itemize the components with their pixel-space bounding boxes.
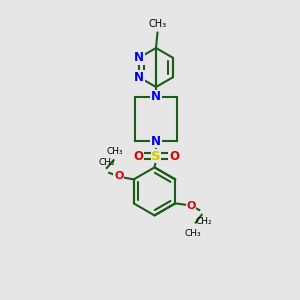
Text: CH₃: CH₃ [148, 20, 166, 29]
Text: S: S [151, 149, 161, 163]
Text: N: N [134, 51, 144, 64]
Text: CH₂: CH₂ [98, 158, 115, 167]
Text: N: N [134, 71, 144, 84]
Text: N: N [151, 90, 161, 103]
Text: O: O [186, 201, 196, 211]
Text: CH₃: CH₃ [107, 147, 123, 156]
Text: O: O [114, 171, 123, 182]
Text: N: N [151, 134, 161, 148]
Text: O: O [133, 149, 143, 163]
Text: O: O [169, 149, 179, 163]
Text: CH₂: CH₂ [196, 217, 212, 226]
Text: CH₃: CH₃ [185, 229, 202, 238]
